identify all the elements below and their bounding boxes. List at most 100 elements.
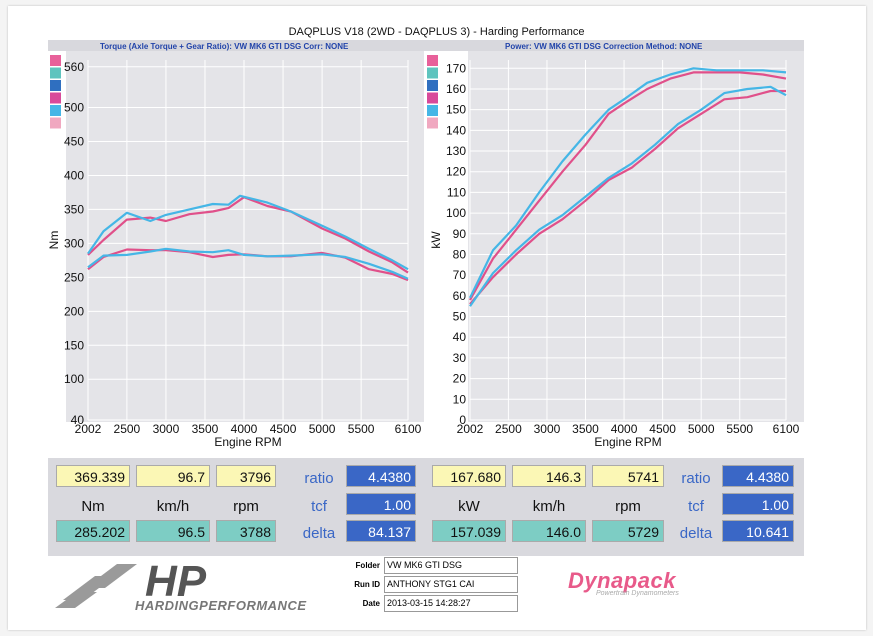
legend-swatch-left (50, 117, 61, 129)
y-tick-label: 500 (64, 101, 84, 115)
y-tick-label: 100 (446, 206, 466, 220)
y-tick-label: 170 (446, 61, 466, 75)
left-header-bar (48, 40, 424, 51)
x-tick-label: 2002 (75, 422, 102, 436)
x-tick-label: 5000 (688, 422, 715, 436)
y-tick-label: 20 (453, 372, 467, 386)
y-tick-label: 100 (64, 372, 84, 386)
x-tick-label: 4500 (649, 422, 676, 436)
series-line-1 (87, 196, 409, 274)
speed-readout-2: 146.0 (512, 520, 586, 542)
power-readout-2: 157.039 (432, 520, 506, 542)
delta-label: delta (679, 525, 713, 542)
speed-readout-2: 96.5 (136, 520, 210, 542)
run-info-table: Folder VW MK6 GTI DSG Run ID ANTHONY STG1 … (348, 556, 518, 613)
legend-swatch-right (427, 80, 438, 91)
x-tick-label: 5000 (309, 422, 336, 436)
x-tick-label: 3000 (534, 422, 561, 436)
hp-logo-text: HP (145, 558, 207, 606)
left-chart-header: Torque (Axle Torque + Gear Ratio): VW MK… (100, 42, 349, 51)
x-tick-label: 3500 (192, 422, 219, 436)
legend-swatch-left (50, 55, 61, 66)
y-tick-label: 150 (64, 338, 84, 352)
y-tick-label: 350 (64, 202, 84, 216)
x-tick-label: 5500 (726, 422, 753, 436)
tcf-label: tcf (311, 498, 327, 515)
y-tick-label: 50 (453, 310, 467, 324)
run-id-label: Run ID (354, 580, 380, 589)
tcf-label: tcf (688, 498, 704, 515)
x-tick-label: 6100 (773, 422, 800, 436)
ratio-value: 4.4380 (722, 465, 794, 487)
y-tick-label: 120 (446, 165, 466, 179)
x-tick-label: 4500 (270, 422, 297, 436)
series-line-3 (87, 248, 409, 282)
y-tick-label: 110 (447, 185, 466, 199)
tcf-value: 1.00 (346, 493, 416, 515)
ratio-label: ratio (304, 470, 334, 487)
right-header-bar (424, 40, 804, 51)
dynapack-logo: Dynapack (568, 568, 676, 593)
y-axis-label: Nm (47, 231, 61, 250)
series-line-1 (469, 71, 787, 301)
x-tick-label: 6100 (395, 422, 422, 436)
date-label: Date (362, 599, 380, 608)
ratio-value: 4.4380 (346, 465, 416, 487)
torque-readout: 369.339 (56, 465, 130, 487)
legend-swatch-left (50, 67, 61, 79)
unit-label: Nm (81, 498, 105, 515)
y-tick-label: 0 (459, 413, 466, 427)
x-tick-label: 3000 (153, 422, 180, 436)
unit-label: kW (458, 498, 480, 515)
harding-performance-logo: HP (55, 558, 207, 608)
unit-label: km/h (156, 498, 190, 515)
power-readout: 167.680 (432, 465, 506, 487)
speed-readout: 146.3 (512, 465, 586, 487)
y-tick-label: 450 (64, 135, 84, 149)
x-tick-label: 4000 (231, 422, 258, 436)
x-tick-label: 2500 (114, 422, 141, 436)
legend-swatch-right (427, 55, 438, 66)
unit-label: rpm (233, 498, 259, 515)
right-plot-area (468, 51, 804, 422)
y-tick-label: 400 (64, 168, 84, 182)
right-chart-header: Power: VW MK6 GTI DSG Correction Method:… (505, 42, 703, 51)
legend-swatch-right (427, 92, 438, 104)
left-plot-area (66, 51, 424, 422)
y-tick-label: 40 (453, 330, 467, 344)
power-chart: 0 10 20 30 40 50 60 70 80 90 100 110 120 130 140 150 160… (429, 60, 800, 449)
y-tick-label: 140 (446, 123, 466, 137)
ratio-label: ratio (681, 470, 711, 487)
x-axis-label: Engine RPM (594, 435, 661, 449)
legend-swatch-left (50, 92, 61, 104)
y-tick-label: 250 (64, 270, 84, 284)
legend-swatches (50, 55, 438, 129)
speed-readout: 96.7 (136, 465, 210, 487)
y-axis-label: kW (429, 231, 443, 249)
unit-label: rpm (615, 498, 641, 515)
y-tick-label: 200 (64, 304, 84, 318)
legend-swatch-right (427, 67, 438, 79)
series-line-2 (87, 194, 409, 271)
y-tick-label: 80 (453, 247, 467, 261)
x-tick-label: 4000 (611, 422, 638, 436)
y-tick-label: 30 (453, 351, 467, 365)
y-tick-label: 40 (71, 413, 85, 427)
x-tick-label: 5500 (348, 422, 375, 436)
x-tick-label: 2500 (495, 422, 522, 436)
date-value: 2013-03-15 14:28:27 (384, 595, 518, 612)
delta-value: 84.137 (346, 520, 416, 542)
series-line-2 (469, 67, 787, 299)
y-tick-label: 130 (446, 144, 466, 158)
run-id-value: ANTHONY STG1 CAI (384, 576, 518, 593)
left-axis-margin (48, 51, 66, 422)
rpm-readout: 3796 (216, 465, 276, 487)
legend-swatch-right (427, 117, 438, 129)
harding-performance-wordmark: HARDINGPERFORMANCE (135, 598, 307, 613)
x-tick-label: 3500 (572, 422, 599, 436)
rpm-readout-2: 3788 (216, 520, 276, 542)
y-tick-label: 90 (453, 227, 467, 241)
delta-value: 10.641 (722, 520, 794, 542)
y-tick-label: 70 (453, 268, 467, 282)
